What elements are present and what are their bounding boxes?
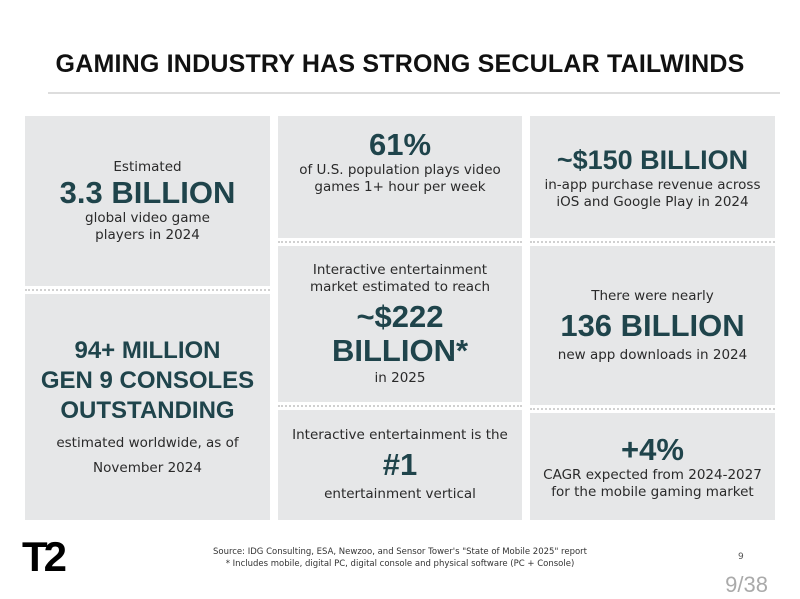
t2-logo: T2 xyxy=(22,533,67,580)
vertical-desc: entertainment vertical xyxy=(324,486,476,502)
stat-inapp: ~$150 BILLION in-app purchase revenue ac… xyxy=(530,116,775,238)
us-pop-desc-1: of U.S. population plays video xyxy=(299,162,501,178)
separator xyxy=(530,408,775,410)
market-value-2: BILLION* xyxy=(331,332,469,368)
consoles-desc-2: November 2024 xyxy=(93,459,202,476)
downloads-desc: new app downloads in 2024 xyxy=(557,346,748,363)
cagr-desc-1: CAGR expected from 2024-2027 xyxy=(543,466,762,483)
stat-downloads: There were nearly 136 BILLION new app do… xyxy=(530,246,775,405)
inapp-value: ~$150 BILLION xyxy=(556,145,749,175)
page-number: 9 xyxy=(738,552,744,562)
separator xyxy=(278,405,522,407)
market-pre-1: Interactive entertainment xyxy=(312,261,488,278)
stat-consoles: 94+ MILLION GEN 9 CONSOLES OUTSTANDING e… xyxy=(25,294,270,520)
consoles-value-2: GEN 9 CONSOLES xyxy=(40,366,255,394)
stat-cagr: +4% CAGR expected from 2024-2027 for the… xyxy=(530,413,775,520)
inapp-desc-1: in-app purchase revenue across xyxy=(544,177,761,193)
stat-vertical: Interactive entertainment is the #1 ente… xyxy=(278,410,522,520)
cagr-value: +4% xyxy=(621,431,684,467)
separator xyxy=(25,289,270,291)
footnote: * Includes mobile, digital PC, digital c… xyxy=(225,559,575,569)
cagr-desc-2: for the mobile gaming market xyxy=(551,483,754,500)
separator xyxy=(530,241,775,243)
consoles-value-3: OUTSTANDING xyxy=(60,396,235,424)
players-desc-1: global video game xyxy=(85,209,210,226)
players-value: 3.3 BILLION xyxy=(59,174,236,210)
slide-title: GAMING INDUSTRY HAS STRONG SECULAR TAILW… xyxy=(55,50,745,78)
title-divider xyxy=(48,92,780,94)
separator xyxy=(278,241,522,243)
market-desc: in 2025 xyxy=(374,369,426,386)
downloads-pre: There were nearly xyxy=(591,287,714,304)
players-desc-2: players in 2024 xyxy=(95,226,200,243)
downloads-value: 136 BILLION xyxy=(560,307,745,343)
players-pre: Estimated xyxy=(113,158,182,175)
market-pre-2: market estimated to reach xyxy=(309,278,491,295)
inapp-desc-2: iOS and Google Play in 2024 xyxy=(556,194,749,210)
us-pop-desc-2: games 1+ hour per week xyxy=(314,179,486,195)
consoles-value-1: 94+ MILLION xyxy=(74,336,221,364)
us-pop-value: 61% xyxy=(368,127,432,162)
stat-us-population: 61% of U.S. population plays video games… xyxy=(278,116,522,238)
stat-market: Interactive entertainment market estimat… xyxy=(278,246,522,402)
market-value-1: ~$222 xyxy=(356,298,444,334)
vertical-pre: Interactive entertainment is the xyxy=(292,427,508,443)
stat-players: Estimated 3.3 BILLION global video game … xyxy=(25,116,270,286)
source-note: Source: IDG Consulting, ESA, Newzoo, and… xyxy=(212,547,588,557)
page-counter: 9/38 xyxy=(725,572,768,597)
vertical-value: #1 xyxy=(382,447,418,482)
consoles-desc-1: estimated worldwide, as of xyxy=(56,434,239,451)
